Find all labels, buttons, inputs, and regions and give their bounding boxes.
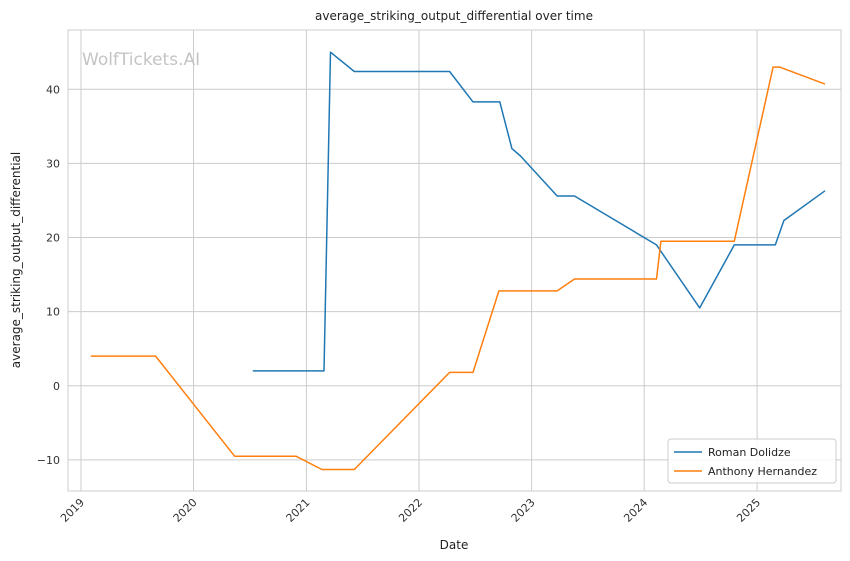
y-tick-label: 10 bbox=[46, 306, 60, 319]
series-lines bbox=[90, 51, 826, 471]
series-line-roman-dolidze bbox=[252, 51, 826, 372]
y-axis-label: average_striking_output_differential bbox=[9, 152, 23, 368]
x-axis-label: Date bbox=[440, 538, 469, 552]
gridlines bbox=[68, 30, 841, 491]
chart-title: average_striking_output_differential ove… bbox=[315, 9, 593, 23]
series-line-anthony-hernandez bbox=[90, 66, 826, 471]
y-tick-label: 30 bbox=[46, 157, 60, 170]
legend-box bbox=[667, 438, 837, 484]
y-tick-label: −10 bbox=[37, 454, 60, 467]
y-tick-label: 0 bbox=[53, 380, 60, 393]
plot-frame bbox=[67, 29, 842, 492]
y-tick-label: 40 bbox=[46, 83, 60, 96]
legend: Roman Dolidze Anthony Hernandez bbox=[667, 438, 837, 484]
watermark: WolfTickets.AI bbox=[82, 50, 200, 70]
legend-label-roman-dolidze: Roman Dolidze bbox=[708, 446, 791, 459]
y-tick-label: 20 bbox=[46, 232, 60, 245]
legend-label-anthony-hernandez: Anthony Hernandez bbox=[708, 465, 817, 478]
